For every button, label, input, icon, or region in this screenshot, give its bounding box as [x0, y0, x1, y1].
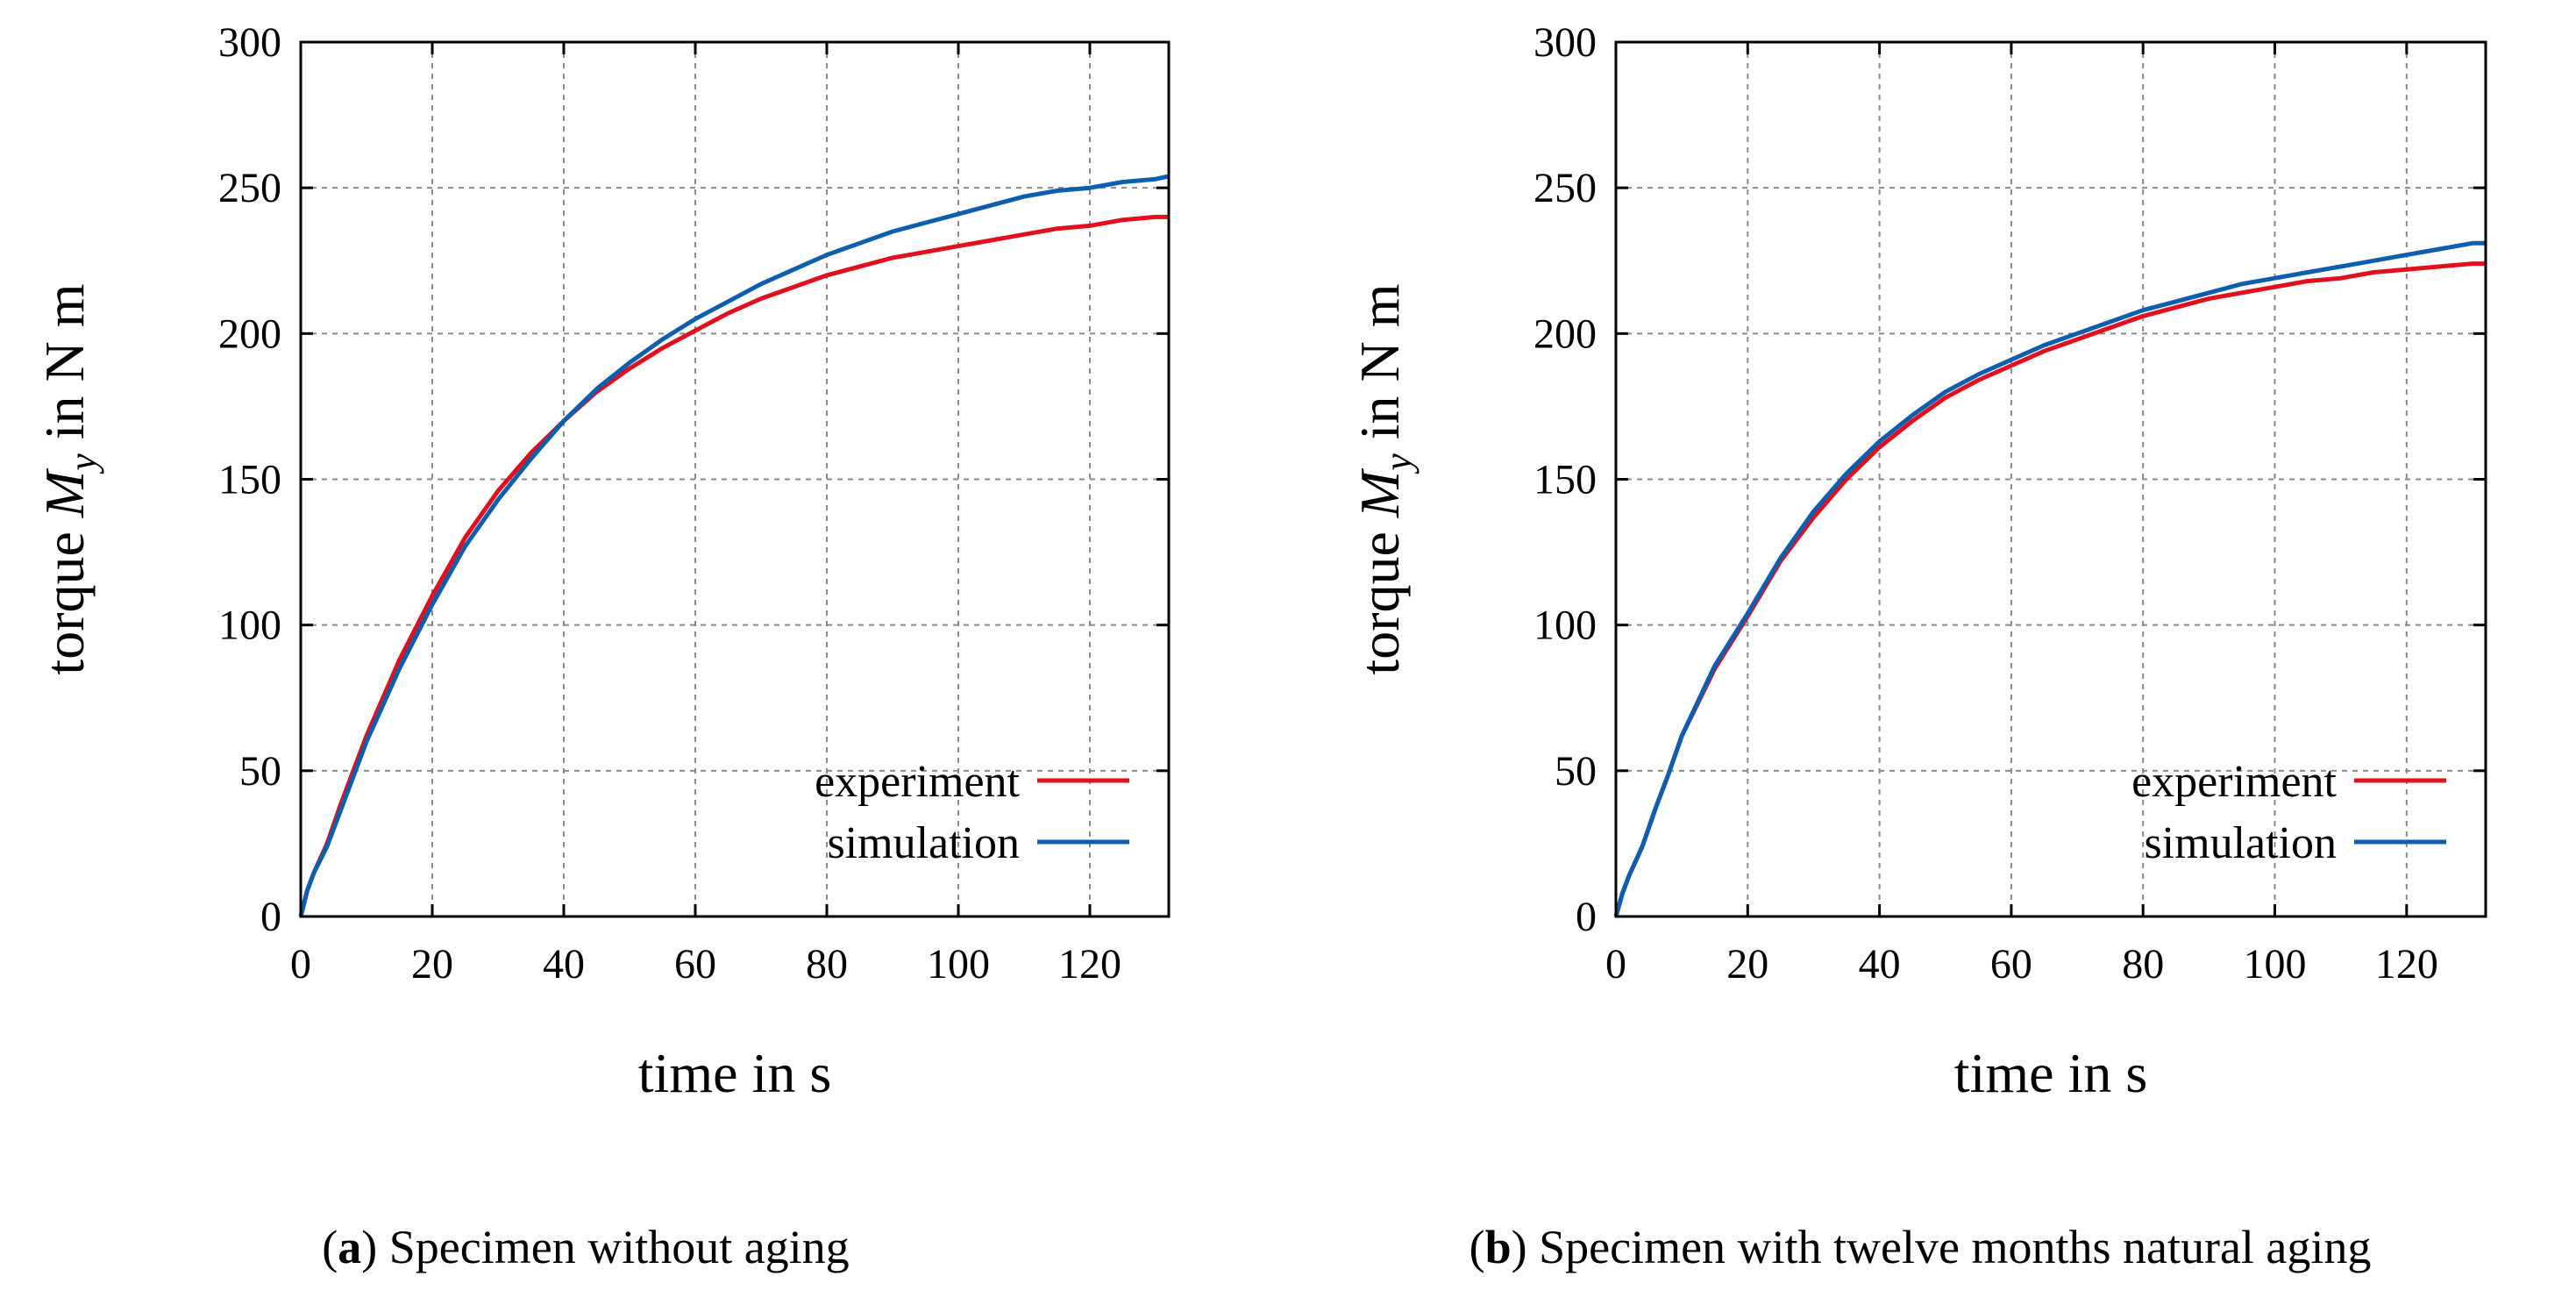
- y-tick-label: 100: [218, 603, 281, 649]
- y-tick-label: 150: [1534, 457, 1597, 503]
- y-tick-label: 50: [1555, 748, 1597, 795]
- y-tick-label: 100: [1534, 603, 1597, 649]
- y-axis-label: torque My in N m: [1348, 283, 1420, 674]
- x-axis-label: time in s: [1954, 1042, 2147, 1104]
- y-tick-label: 250: [1534, 165, 1597, 211]
- x-tick-label: 20: [1726, 941, 1768, 988]
- y-tick-label: 300: [1534, 19, 1597, 66]
- caption-letter: a: [338, 1221, 361, 1273]
- caption-text: Specimen without aging: [389, 1221, 850, 1273]
- y-axis-label-prefix: torque: [1348, 517, 1411, 675]
- legend-label-experiment: experiment: [2131, 757, 2337, 807]
- panel-caption: (b) Specimen with twelve months natural …: [1469, 1221, 2372, 1273]
- x-tick-label: 0: [1605, 941, 1626, 988]
- x-tick-label: 100: [2244, 941, 2307, 988]
- x-tick-label: 80: [806, 941, 848, 988]
- plot-frame: [299, 40, 1171, 918]
- legend-label-simulation: simulation: [827, 818, 1020, 868]
- caption-text: Specimen with twelve months natural agin…: [1539, 1221, 2371, 1273]
- legend-label-simulation: simulation: [2144, 818, 2337, 868]
- panel-caption: (a) Specimen without aging: [322, 1221, 849, 1273]
- series-line-simulation: [298, 174, 1170, 917]
- caption-close-paren: ): [361, 1221, 388, 1273]
- legend-label-experiment: experiment: [815, 757, 1020, 807]
- y-tick-label: 50: [239, 748, 281, 795]
- series-line-experiment: [1613, 261, 2486, 917]
- y-axis-label-subscript: y: [1377, 453, 1420, 474]
- y-tick-label: 200: [1534, 310, 1597, 357]
- caption-close-paren: ): [1512, 1221, 1539, 1273]
- y-tick-label: 200: [218, 310, 281, 357]
- x-tick-label: 60: [674, 941, 716, 988]
- x-tick-label: 40: [543, 941, 585, 988]
- y-tick-label: 0: [260, 894, 281, 940]
- plot-frame: [1614, 40, 2487, 918]
- chart-panel-a: 0 20 40 60 80 100 120 0 50 100 150 200 250 300 experim…: [33, 19, 1171, 1273]
- x-tick-label: 60: [1990, 941, 2032, 988]
- chart-panel-b: 0 20 40 60 80 100 120 0 50 100 150 200 250 300 experim…: [1348, 19, 2487, 1273]
- x-tick-label: 20: [411, 941, 453, 988]
- y-axis-label-suffix: in N m: [1348, 283, 1411, 453]
- y-axis-label-subscript: y: [61, 453, 104, 474]
- caption-letter: b: [1485, 1221, 1512, 1273]
- y-axis-label-prefix: torque: [33, 517, 96, 675]
- series-line-simulation: [1613, 240, 2486, 917]
- y-tick-label: 150: [218, 457, 281, 503]
- x-tick-label: 100: [927, 941, 990, 988]
- y-tick-label: 0: [1576, 894, 1597, 940]
- y-axis-label-symbol: M: [33, 467, 96, 518]
- y-tick-label: 300: [218, 19, 281, 66]
- x-tick-label: 120: [2375, 941, 2438, 988]
- y-axis-label: torque My in N m: [33, 283, 104, 674]
- x-axis-label: time in s: [638, 1042, 831, 1104]
- y-tick-label: 250: [218, 165, 281, 211]
- x-tick-label: 40: [1859, 941, 1901, 988]
- caption-open-paren: (: [1469, 1221, 1485, 1273]
- x-tick-label: 120: [1058, 941, 1121, 988]
- x-tick-label: 80: [2122, 941, 2164, 988]
- series-line-experiment: [298, 214, 1169, 917]
- caption-open-paren: (: [322, 1221, 338, 1273]
- x-tick-label: 0: [290, 941, 311, 988]
- y-axis-label-suffix: in N m: [33, 283, 96, 453]
- y-axis-label-symbol: M: [1348, 467, 1411, 518]
